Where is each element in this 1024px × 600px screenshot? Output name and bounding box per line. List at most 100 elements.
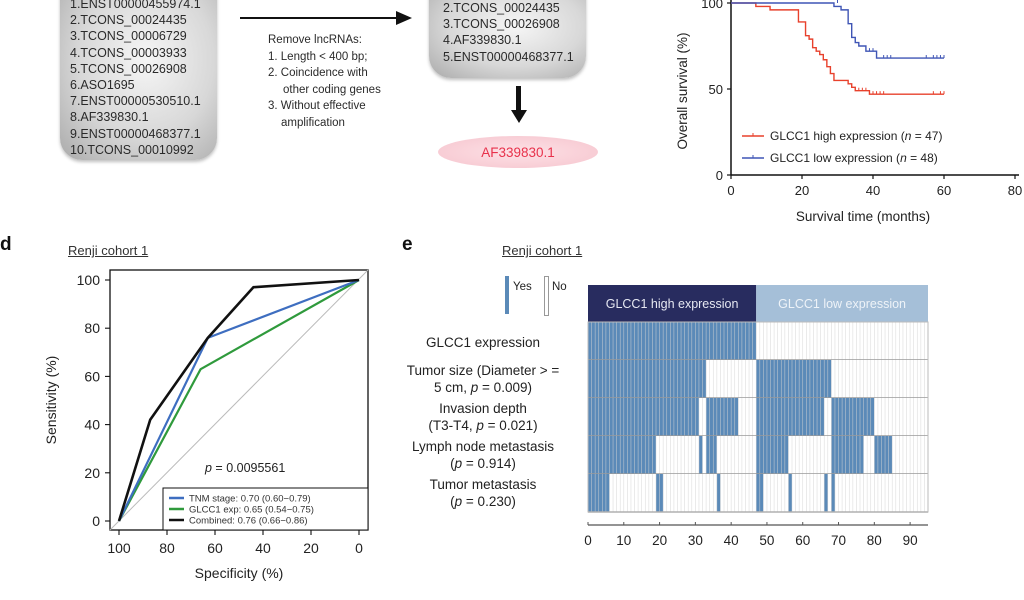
heatmap-row-label-line: (p = 0.914)	[450, 456, 516, 471]
filter-criteria: Remove lncRNAs: 1. Length < 400 bp; 2. C…	[268, 32, 381, 131]
heatmap-yes-cell	[874, 436, 893, 474]
heatmap-yes-cell	[788, 474, 792, 512]
filtered-item: 2.TCONS_00024435	[443, 1, 560, 15]
x-tick-label: 90	[903, 533, 918, 548]
legend-label: TNM stage: 0.70 (0.60−0.79)	[189, 494, 311, 505]
y-tick-label: 20	[84, 465, 100, 481]
heatmap-row-label-line: (T3-T4, p = 0.021)	[428, 418, 538, 433]
y-tick-label: 100	[701, 0, 723, 11]
y-tick-label: 0	[92, 513, 100, 529]
group-header-label: GLCC1 low expression	[778, 297, 906, 311]
filtered-item: 4.AF339830.1	[443, 33, 522, 48]
heatmap-yes-cell	[706, 436, 717, 474]
heatmap-row-label: Invasion depth (T3-T4, p = 0.021)	[388, 400, 578, 434]
candidate-item: 2.TCONS_00024435	[70, 13, 187, 28]
heatmap-row-label-line: Tumor metastasis	[429, 477, 537, 492]
heatmap-row-label-line: (p = 0.230)	[450, 494, 516, 509]
x-tick-label: 60	[937, 183, 951, 198]
heatmap-row-label: Lymph node metastasis (p = 0.914)	[388, 438, 578, 472]
flow-arrow-right	[240, 11, 412, 25]
heatmap-yes-cell	[588, 322, 757, 360]
heatmap-yes-cell	[756, 398, 825, 436]
x-tick-label: 80	[867, 533, 882, 548]
filter-title: Remove lncRNAs:	[268, 34, 362, 46]
p-value-annotation: p = 0.0095561	[204, 461, 285, 475]
y-tick-label: 50	[709, 82, 723, 97]
candidate-item: 5.TCONS_00026908	[70, 61, 187, 76]
heatmap-yes-cell	[588, 436, 656, 474]
filter-step: 1. Length < 400 bp;	[268, 50, 368, 63]
heatmap-frame	[587, 321, 929, 513]
legend-no-label: No	[552, 281, 567, 293]
arrow-head	[511, 110, 527, 123]
flow-arrow-down	[511, 86, 527, 123]
candidate-item: 1.ENST00000455974.1	[70, 0, 201, 11]
final-candidate-ellipse: AF339830.1	[438, 136, 598, 168]
candidate-lncrna-list: 1.ENST00000455974.1 2.TCONS_00024435 3.TCO…	[60, 0, 217, 158]
x-tick-label: 70	[831, 533, 846, 548]
y-tick-label: 100	[77, 272, 101, 288]
heatmap-yes-cell	[706, 398, 739, 436]
x-tick-label: 0	[584, 533, 592, 548]
legend-yes-label: Yes	[513, 281, 532, 293]
filter-step: 2. Coincidence with	[268, 67, 368, 79]
group-header-high	[588, 285, 757, 322]
x-tick-label: 80	[1008, 183, 1022, 198]
x-tick-label: 30	[688, 533, 703, 548]
legend-label: GLCC1 high expression (n = 47)	[770, 129, 942, 143]
candidate-item: 9.ENST00000468377.1	[70, 126, 201, 141]
heatmap-row-label: Tumor metastasis (p = 0.230)	[388, 476, 578, 510]
heatmap-yes-cell	[831, 436, 864, 474]
filtered-item: 3.TCONS_00026908	[443, 17, 560, 32]
heatmap-row-label: Tumor size (Diameter > = 5 cm, p = 0.009)	[388, 362, 578, 396]
heatmap-yes-cell	[824, 474, 828, 512]
group-header-label: GLCC1 high expression	[606, 297, 739, 311]
candidate-item: 4.TCONS_00003933	[70, 45, 187, 60]
heatmap-yes-cell	[716, 474, 721, 512]
x-tick-label: 100	[107, 540, 131, 556]
heatmap-chart: GLCC1 high expression GLCC1 low expressio…	[584, 285, 929, 548]
y-axis-label: Sensitivity (%)	[43, 356, 59, 445]
x-tick-label: 0	[727, 183, 734, 198]
panel-letter-d: d	[0, 234, 12, 255]
heatmap-row-label: GLCC1 expression	[388, 334, 578, 351]
km-curve-high	[731, 2, 944, 95]
x-tick-label: 40	[724, 533, 739, 548]
y-tick-label: 80	[84, 320, 100, 336]
heatmap-cohort-title: Renji cohort 1	[502, 243, 583, 258]
km-survival-chart: 0 20 40 60 80 0 50 100 Survival time (months) Ove…	[675, 0, 1022, 224]
filtered-item: 5.ENST00000468377.1	[443, 49, 574, 64]
roc-legend-box	[162, 487, 369, 531]
final-candidate-label: AF339830.1	[481, 144, 555, 160]
roc-curve-glcc1	[118, 279, 360, 522]
arrow-shaft	[516, 86, 521, 112]
heatmap-yes-cell	[756, 360, 832, 398]
x-tick-label: 80	[159, 540, 175, 556]
heatmap-row-label-line: Invasion depth	[439, 401, 527, 416]
x-tick-label: 40	[866, 183, 880, 198]
filter-step: 3. Without effective	[268, 100, 366, 112]
x-tick-label: 0	[355, 540, 363, 556]
legend-yes-swatch	[505, 276, 509, 314]
legend-label: GLCC1 low expression (n = 48)	[770, 151, 938, 165]
x-tick-label: 20	[303, 540, 319, 556]
x-tick-label: 40	[255, 540, 271, 556]
legend-label: Combined: 0.76 (0.66−0.86)	[189, 516, 308, 527]
heatmap-yes-cell	[588, 398, 699, 436]
filter-step: other coding genes	[283, 83, 381, 96]
x-tick-label: 10	[616, 533, 631, 548]
legend-label: GLCC1 exp: 0.65 (0.54−0.75)	[189, 505, 314, 516]
heatmap-yes-cell	[756, 436, 789, 474]
candidate-item: 10.TCONS_00010992	[70, 142, 194, 157]
candidate-item: 6.ASO1695	[70, 78, 135, 93]
x-tick-label: 20	[652, 533, 667, 548]
x-tick-label: 60	[207, 540, 223, 556]
heatmap-row-label-line: Tumor size (Diameter > =	[406, 363, 560, 378]
x-axis-label: Specificity (%)	[195, 565, 284, 581]
roc-curve-combined	[117, 278, 360, 522]
group-header-low	[756, 285, 928, 322]
candidate-item: 7.ENST00000530510.1	[70, 94, 201, 109]
candidate-item: 3.TCONS_00006729	[70, 29, 187, 44]
roc-chart: 100 80 60 40 20 0 0 20 40 60 80 100 Specificity (%) S…	[43, 269, 369, 581]
candidate-lncrna-box: 1.ENST00000455974.1 2.TCONS_00024435 3.TCO…	[60, 0, 217, 160]
